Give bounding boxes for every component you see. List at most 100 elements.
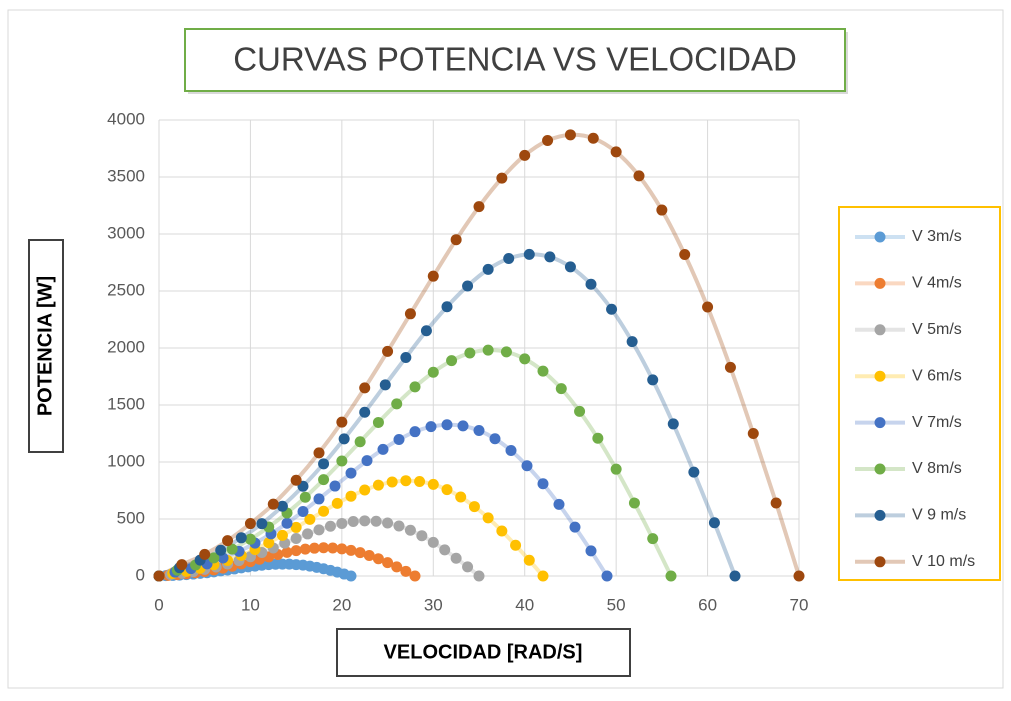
data-point (176, 559, 188, 571)
data-point (544, 251, 556, 263)
y-tick-label: 3000 (107, 223, 145, 242)
data-point (482, 512, 494, 524)
data-point (290, 521, 302, 533)
data-point (372, 416, 384, 428)
data-point (409, 570, 421, 582)
data-point (496, 525, 508, 537)
data-point (500, 346, 512, 358)
data-point (587, 132, 599, 144)
x-label-box (336, 628, 631, 677)
data-point (542, 135, 554, 147)
data-point (628, 497, 640, 509)
y-tick-label: 1500 (107, 394, 145, 413)
data-point (299, 543, 311, 555)
data-point (455, 491, 467, 503)
data-point (457, 420, 469, 432)
data-point (331, 497, 343, 509)
data-point (379, 379, 391, 391)
data-point (256, 518, 268, 530)
data-point (318, 474, 330, 486)
data-point (313, 447, 325, 459)
data-point (505, 444, 517, 456)
data-point (439, 544, 451, 556)
data-point (482, 344, 494, 356)
data-point (462, 561, 474, 573)
data-point (747, 428, 759, 439)
chart-title: CURVAS POTENCIA VS VELOCIDAD (233, 41, 797, 78)
data-point (537, 478, 549, 490)
data-point (724, 361, 736, 373)
legend-marker (874, 417, 886, 429)
data-point (276, 500, 288, 512)
data-point (427, 478, 439, 490)
data-point (324, 520, 336, 532)
data-point (446, 355, 458, 367)
data-point (400, 565, 412, 577)
data-point (338, 433, 350, 445)
data-point (345, 544, 357, 556)
legend-label: V 6m/s (912, 367, 962, 384)
data-point (688, 466, 700, 478)
data-point (302, 528, 314, 540)
data-point (656, 204, 668, 216)
data-point (521, 460, 533, 472)
data-point (519, 353, 531, 365)
legend-label: V 9 m/s (912, 507, 966, 524)
data-point (359, 484, 371, 496)
data-point (441, 301, 453, 313)
data-point (354, 547, 366, 559)
data-point (702, 301, 714, 313)
data-point (244, 518, 256, 530)
data-point (318, 505, 330, 517)
data-point (361, 455, 373, 467)
data-point (336, 416, 348, 428)
data-point (420, 325, 432, 337)
data-point (345, 490, 357, 502)
data-point (363, 549, 375, 561)
data-point (215, 544, 227, 556)
legend-label: V 7m/s (912, 414, 962, 431)
data-point (222, 535, 234, 547)
data-point (770, 497, 782, 509)
data-point (391, 561, 403, 573)
data-point (473, 201, 485, 213)
data-point (290, 474, 302, 486)
data-point (537, 570, 549, 582)
data-point (386, 476, 398, 488)
data-point (647, 374, 659, 386)
data-point (592, 432, 604, 444)
data-point (414, 475, 426, 487)
data-point (393, 520, 405, 532)
data-point (665, 570, 677, 582)
data-point (523, 248, 535, 260)
data-point (503, 253, 515, 265)
data-point (409, 381, 421, 393)
data-point (327, 542, 339, 554)
data-point (400, 475, 412, 487)
x-tick-label: 50 (607, 595, 626, 614)
data-point (382, 517, 394, 529)
data-point (468, 501, 480, 513)
data-point (313, 524, 325, 536)
data-point (633, 170, 645, 182)
legend-marker (874, 463, 886, 475)
y-tick-label: 0 (136, 565, 145, 584)
data-point (519, 149, 531, 161)
data-point (473, 425, 485, 437)
data-point (404, 524, 416, 536)
data-point (347, 516, 359, 528)
data-point (199, 548, 211, 560)
data-point (610, 463, 622, 475)
data-point (391, 398, 403, 410)
data-point (425, 421, 437, 433)
data-point (299, 491, 311, 503)
y-label-box (28, 239, 64, 453)
data-point (416, 530, 428, 542)
legend-marker (874, 324, 886, 336)
data-point (382, 345, 394, 357)
data-point (267, 498, 279, 510)
y-tick-label: 2500 (107, 280, 145, 299)
data-point (464, 347, 476, 359)
data-point (729, 570, 741, 582)
y-axis-label: POTENCIA [W] (34, 276, 56, 416)
